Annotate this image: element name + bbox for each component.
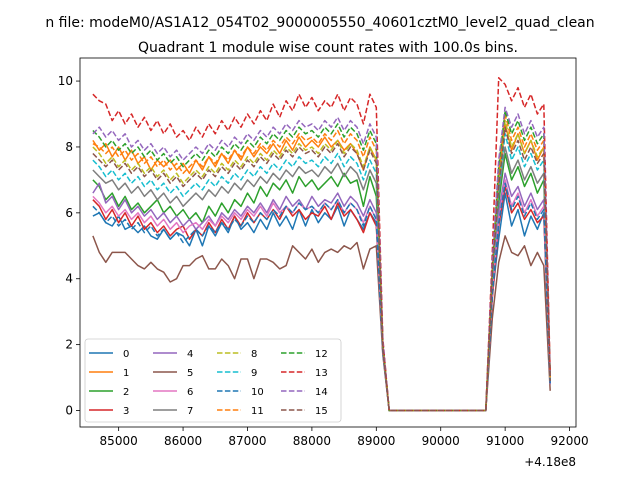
legend-label-13: 13 <box>315 368 328 379</box>
legend-box <box>84 338 342 423</box>
plot-frame <box>79 57 577 428</box>
legend-label-3: 3 <box>123 406 129 417</box>
x-tick-label: 88000 <box>293 434 331 448</box>
y-tick-label: 2 <box>65 338 73 352</box>
legend-label-0: 0 <box>123 349 129 360</box>
legend-label-12: 12 <box>315 349 328 360</box>
series-line-10 <box>92 182 551 412</box>
legend-label-9: 9 <box>251 368 257 379</box>
chart-title: Quadrant 1 module wise count rates with … <box>138 40 518 56</box>
y-tick-label: 4 <box>65 272 73 286</box>
y-tick-label: 6 <box>65 206 73 220</box>
legend-label-8: 8 <box>251 349 257 360</box>
x-tick-label: 91000 <box>486 434 524 448</box>
x-tick-label: 90000 <box>422 434 460 448</box>
y-tick-label: 0 <box>65 404 73 418</box>
x-tick-label: 89000 <box>357 434 395 448</box>
legend-label-1: 1 <box>123 368 129 379</box>
y-tick-label: 10 <box>58 74 73 88</box>
x-offset-label: +4.18e8 <box>524 455 576 469</box>
x-tick-label: 92000 <box>550 434 588 448</box>
x-tick-label: 85000 <box>100 434 138 448</box>
y-tick-label: 8 <box>65 140 73 154</box>
legend-label-7: 7 <box>187 406 193 417</box>
legend-label-11: 11 <box>251 406 264 417</box>
series-line-11 <box>92 113 551 412</box>
figure-suptitle: n file: modeM0/AS1A12_054T02_9000005550_… <box>45 15 594 31</box>
legend-label-6: 6 <box>187 387 193 398</box>
legend-label-4: 4 <box>187 349 193 360</box>
legend-label-2: 2 <box>123 387 129 398</box>
series-line-9 <box>92 133 551 412</box>
legend-label-14: 14 <box>315 387 328 398</box>
legend-label-15: 15 <box>315 406 328 417</box>
x-tick-label: 87000 <box>228 434 266 448</box>
x-tick-label: 86000 <box>164 434 202 448</box>
series-layer <box>92 77 551 412</box>
axis-ticks: 85000 86000 87000 88000 89000 90000 91000 92000… <box>58 74 589 448</box>
legend-label-5: 5 <box>187 368 193 379</box>
series-line-15 <box>92 126 551 412</box>
legend-label-10: 10 <box>251 387 264 398</box>
